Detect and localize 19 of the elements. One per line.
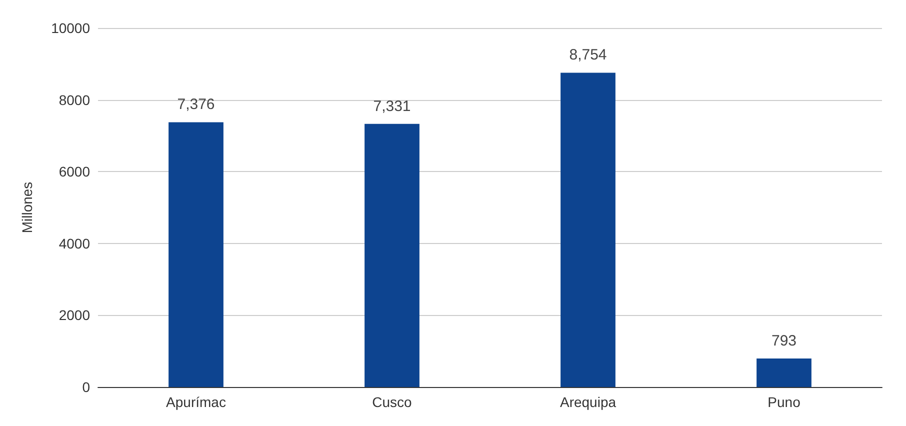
data-label: 8,754 <box>569 46 607 64</box>
data-label: 7,331 <box>373 98 411 115</box>
data-label: 7,376 <box>177 96 215 114</box>
y-tick-label: 10000 <box>51 20 90 36</box>
data-label: 793 <box>771 332 797 350</box>
x-tick-label: Apurímac <box>166 394 226 410</box>
bar <box>560 72 616 387</box>
y-tick-label: 2000 <box>58 307 90 324</box>
y-tick-label: 4000 <box>58 235 90 252</box>
bar <box>364 124 420 387</box>
y-tick-label: 0 <box>82 379 90 395</box>
y-axis-title: Millones <box>19 182 35 234</box>
x-tick-label: Cusco <box>372 394 412 410</box>
x-tick-label: Arequipa <box>560 394 616 410</box>
bar <box>756 358 812 387</box>
bar <box>168 122 224 387</box>
y-tick-label: 6000 <box>58 164 90 180</box>
x-tick-label: Puno <box>768 394 801 410</box>
y-tick-label: 8000 <box>58 92 90 108</box>
